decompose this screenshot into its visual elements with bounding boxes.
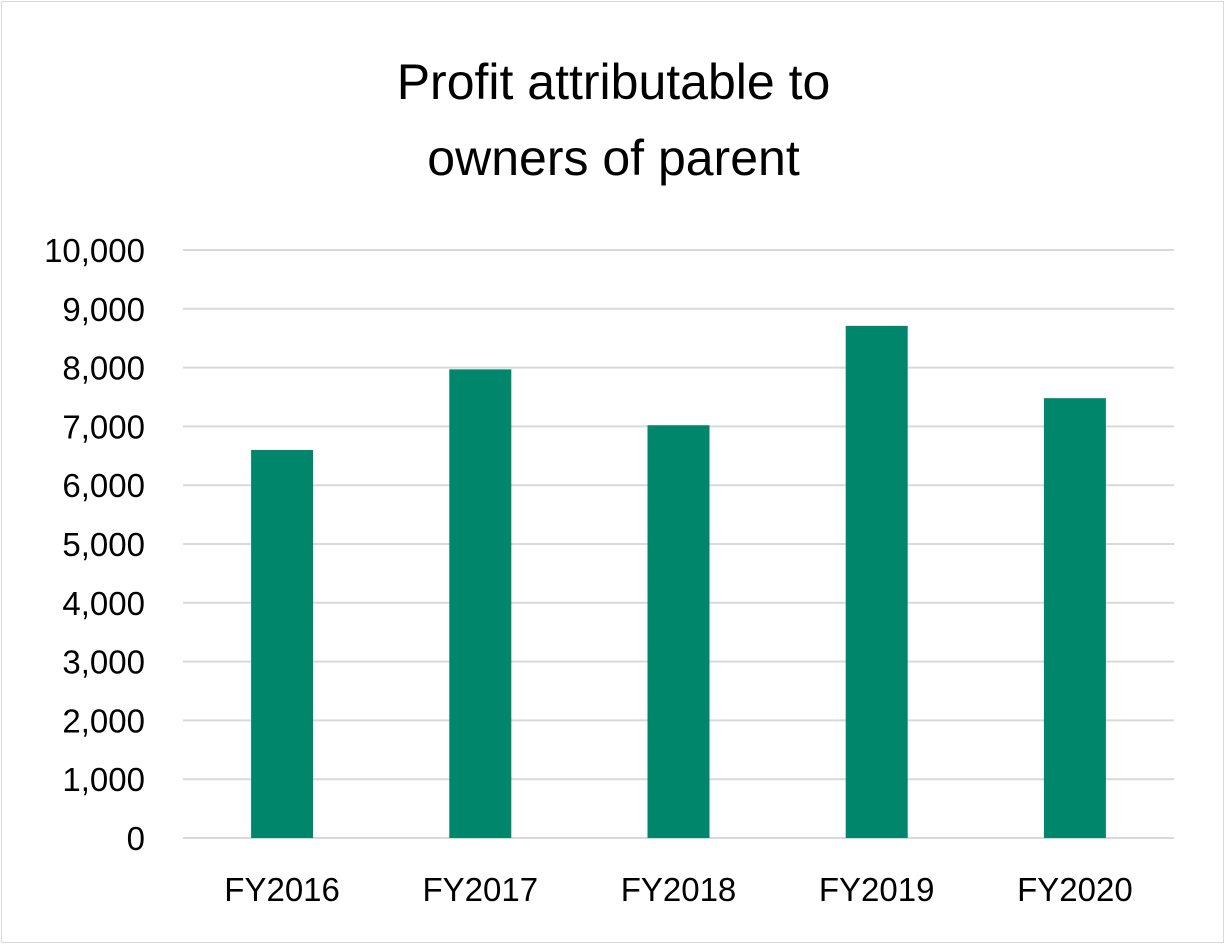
- bar: [449, 369, 512, 838]
- y-tick-label: 10,000: [44, 232, 145, 269]
- y-tick-label: 5,000: [62, 526, 145, 563]
- y-tick-label: 9,000: [62, 291, 145, 328]
- y-tick-label: 3,000: [62, 644, 145, 681]
- y-tick-label: 8,000: [62, 350, 145, 387]
- y-tick-label: 2,000: [62, 702, 145, 739]
- y-tick-label: 7,000: [62, 408, 145, 445]
- y-tick-label: 4,000: [62, 585, 145, 622]
- bar: [251, 449, 314, 838]
- y-tick-label: 6,000: [62, 467, 145, 504]
- x-axis-category-labels: FY2016 FY2017 FY2018 FY2019 FY2020: [224, 871, 1132, 908]
- bar: [845, 325, 908, 838]
- bar: [647, 425, 710, 838]
- chart-title-line-2: owners of parent: [427, 130, 800, 186]
- x-category-label: FY2019: [819, 871, 935, 908]
- x-category-label: FY2020: [1017, 871, 1133, 908]
- x-category-label: FY2016: [224, 871, 340, 908]
- y-axis-tick-labels: 0 1,000 2,000 3,000 4,000 5,000 6,000 7,000 8,00…: [44, 232, 145, 857]
- x-category-label: FY2017: [423, 871, 539, 908]
- chart-title: Profit attributable to owners of parent: [0, 44, 1227, 196]
- bars: [251, 325, 1106, 838]
- y-tick-label: 0: [127, 820, 145, 857]
- y-tick-label: 1,000: [62, 761, 145, 798]
- chart-title-line-1: Profit attributable to: [396, 54, 831, 110]
- x-category-label: FY2018: [621, 871, 737, 908]
- bar: [1043, 398, 1106, 838]
